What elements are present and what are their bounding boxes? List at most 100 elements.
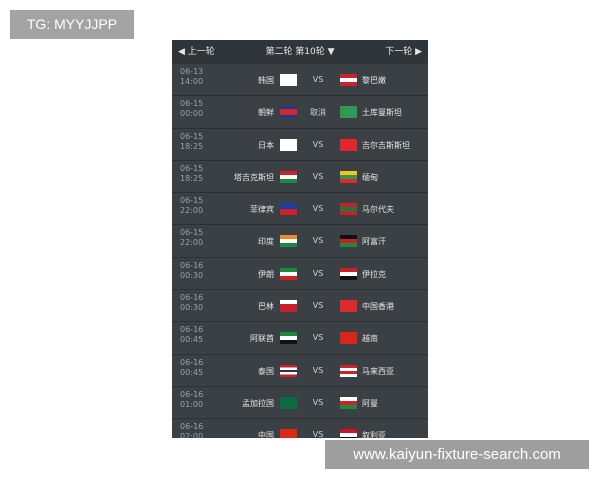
match-row[interactable]: 06-15 22:00 菲律宾 VS 马尔代夫 (172, 193, 428, 226)
match-row[interactable]: 06-15 22:00 印度 VS 阿富汗 (172, 225, 428, 258)
away-team: 马来西亚 (362, 366, 394, 376)
prev-round-button[interactable]: ◀ 上一轮 (178, 40, 215, 64)
match-clock: 18:25 (180, 141, 204, 151)
match-date: 06-16 (180, 389, 204, 399)
home-flag-icon (280, 396, 297, 409)
home-flag-icon (280, 170, 297, 183)
match-clock: 14:00 (180, 77, 204, 86)
match-row[interactable]: 06-16 00:30 伊朗 VS 伊拉克 (172, 258, 428, 291)
match-time: 06-15 22:00 (180, 196, 203, 216)
match-status: VS (312, 204, 324, 214)
next-round-button[interactable]: 下一轮 ▶ (385, 40, 422, 64)
home-flag-icon (280, 106, 297, 119)
match-time: 06-16 00:30 (180, 261, 203, 281)
away-flag-icon (340, 74, 357, 86)
match-status: VS (312, 171, 324, 181)
match-time: 06-13 14:00 (180, 67, 203, 87)
match-row[interactable]: 06-15 18:25 日本 VS 吉尔吉斯斯坦 (172, 129, 428, 161)
match-status: 取消 (310, 108, 326, 118)
match-time: 06-16 01:00 (180, 390, 203, 410)
watermark-tg: TG: MYYJJPP (10, 10, 134, 39)
away-team: 叙利亚 (362, 431, 386, 438)
match-date: 06-15 (180, 196, 204, 206)
match-row[interactable]: 06-13 14:00 韩国 VS 黎巴嫩 (172, 64, 428, 97)
away-team: 阿曼 (362, 398, 378, 408)
match-clock: 01:00 (180, 399, 204, 409)
home-team: 中国 (258, 431, 274, 438)
away-flag-icon (340, 170, 357, 183)
match-row[interactable]: 06-16 02:00 中国 VS 叙利亚 (172, 419, 428, 438)
caret-right-icon: ▶ (412, 47, 422, 57)
match-date: 06-13 (180, 67, 204, 76)
away-flag-icon (340, 396, 357, 409)
away-team: 伊拉克 (362, 269, 386, 279)
home-team: 孟加拉国 (242, 398, 274, 408)
match-status: VS (312, 75, 324, 84)
match-row[interactable]: 06-16 00:45 阿联酋 VS 越南 (172, 322, 428, 355)
round-title: 第二轮 第10轮 (265, 47, 325, 57)
away-flag-icon (340, 300, 357, 313)
home-team: 塔吉克斯坦 (234, 172, 274, 182)
round-header: ◀ 上一轮 第二轮 第10轮 ▼ 下一轮 ▶ (172, 40, 428, 64)
match-status: VS (312, 333, 324, 343)
away-flag-icon (340, 332, 357, 345)
match-time: 06-16 00:45 (180, 325, 203, 345)
match-clock: 00:45 (180, 335, 204, 345)
home-flag-icon (280, 138, 297, 151)
away-team: 吉尔吉斯斯坦 (362, 140, 410, 150)
match-time: 06-15 18:25 (180, 132, 203, 152)
home-flag-icon (280, 203, 297, 216)
caret-left-icon: ◀ (178, 47, 188, 57)
match-status: VS (312, 430, 324, 438)
match-clock: 02:00 (180, 432, 204, 438)
home-flag-icon (280, 300, 297, 313)
round-selector[interactable]: 第二轮 第10轮 ▼ (172, 40, 428, 64)
match-time: 06-15 22:00 (180, 228, 203, 248)
match-time: 06-16 00:30 (180, 293, 203, 313)
match-clock: 00:00 (180, 109, 204, 119)
match-status: VS (312, 397, 324, 407)
home-team: 韩国 (258, 76, 274, 85)
match-list: 06-13 14:00 韩国 VS 黎巴嫩 06-15 00:00 朝鲜 取消 土库曼… (172, 64, 428, 438)
away-flag-icon (340, 203, 357, 216)
home-flag-icon (280, 235, 297, 248)
away-team: 马尔代夫 (362, 205, 394, 215)
match-row[interactable]: 06-15 00:00 朝鲜 取消 土库曼斯坦 (172, 96, 428, 129)
fixture-panel: ◀ 上一轮 第二轮 第10轮 ▼ 下一轮 ▶ 06-13 14:00 韩国 VS … (172, 40, 428, 438)
match-row[interactable]: 06-16 00:45 泰国 VS 马来西亚 (172, 355, 428, 387)
match-row[interactable]: 06-16 01:00 孟加拉国 VS 阿曼 (172, 387, 428, 420)
match-time: 06-15 00:00 (180, 99, 203, 119)
away-team: 缅甸 (362, 172, 378, 182)
match-clock: 00:30 (180, 303, 204, 313)
match-clock: 22:00 (180, 206, 204, 216)
match-status: VS (312, 236, 324, 246)
match-date: 06-16 (180, 293, 204, 303)
home-flag-icon (280, 267, 297, 280)
match-status: VS (312, 139, 324, 149)
home-flag-icon (280, 364, 297, 377)
away-flag-icon (340, 267, 357, 280)
home-flag-icon (280, 74, 297, 86)
away-team: 越南 (362, 334, 378, 344)
home-team: 菲律宾 (250, 205, 274, 215)
match-row[interactable]: 06-16 00:30 巴林 VS 中国香港 (172, 290, 428, 323)
home-team: 伊朗 (258, 269, 274, 279)
match-date: 06-15 (180, 163, 204, 173)
home-team: 阿联酋 (250, 334, 274, 344)
match-clock: 22:00 (180, 238, 204, 248)
prev-round-label: 上一轮 (187, 47, 215, 57)
match-time: 06-16 02:00 (180, 422, 203, 438)
home-team: 巴林 (258, 302, 274, 312)
away-flag-icon (340, 235, 357, 248)
match-time: 06-15 18:25 (180, 164, 203, 184)
away-flag-icon (340, 106, 357, 119)
match-row[interactable]: 06-15 18:25 塔吉克斯坦 VS 缅甸 (172, 161, 428, 194)
away-flag-icon (340, 429, 357, 438)
home-flag-icon (280, 429, 297, 438)
match-date: 06-15 (180, 99, 204, 109)
match-clock: 18:25 (180, 173, 204, 183)
match-date: 06-16 (180, 260, 204, 270)
match-date: 06-16 (180, 357, 204, 367)
match-date: 06-16 (180, 422, 204, 432)
away-team: 黎巴嫩 (362, 76, 386, 85)
